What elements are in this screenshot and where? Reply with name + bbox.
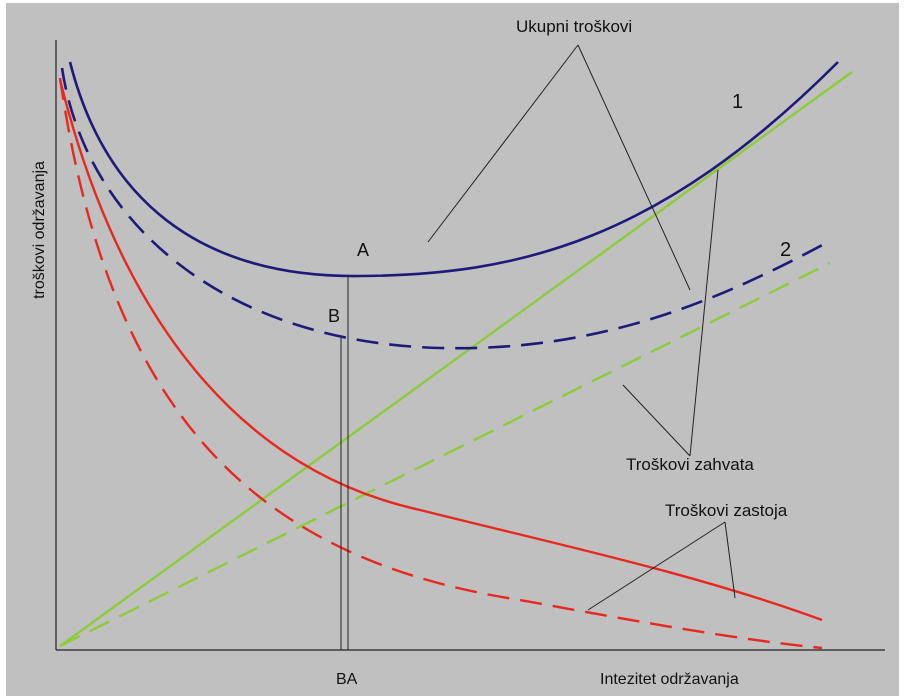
total-cost-curve-1: [68, 61, 839, 278]
leader-intervention-1: [689, 169, 719, 457]
leader-intervention-2: [622, 384, 691, 457]
y-axis-label: troškovi održavanja: [31, 161, 48, 299]
x-axis-label: Intezitet održavanja: [600, 671, 739, 688]
point-b-label: B: [328, 306, 340, 326]
curve-1-label: 1: [732, 91, 743, 113]
curve-2-label: 2: [780, 239, 791, 261]
diagram-panel: [6, 3, 899, 696]
leader-downtime-1: [587, 521, 726, 611]
point-a-label: A: [357, 240, 369, 260]
x-marks-label: BA: [336, 671, 358, 688]
leader-total-2: [577, 44, 691, 291]
leader-total-1: [427, 44, 579, 243]
intervention-costs-label: Troškovi zahvata: [626, 455, 754, 474]
leader-downtime-2: [724, 521, 736, 599]
intervention-cost-line-2: [59, 261, 831, 648]
downtime-costs-label: Troškovi zastoja: [665, 501, 788, 520]
total-cost-curve-2: [60, 67, 829, 350]
intervention-cost-line-1: [59, 71, 853, 647]
total-costs-label: Ukupni troškovi: [516, 17, 632, 36]
downtime-cost-curve-1: [58, 79, 823, 622]
downtime-cost-curve-2: [58, 77, 823, 650]
